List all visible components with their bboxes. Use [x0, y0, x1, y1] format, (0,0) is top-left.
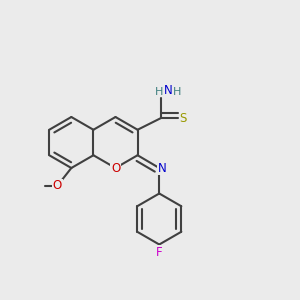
- Text: O: O: [111, 161, 120, 175]
- Text: H: H: [173, 87, 181, 97]
- Text: S: S: [179, 112, 187, 125]
- Text: N: N: [158, 161, 167, 175]
- Text: O: O: [53, 179, 62, 192]
- Text: F: F: [156, 245, 163, 259]
- Text: H: H: [155, 87, 163, 97]
- Text: N: N: [164, 84, 172, 97]
